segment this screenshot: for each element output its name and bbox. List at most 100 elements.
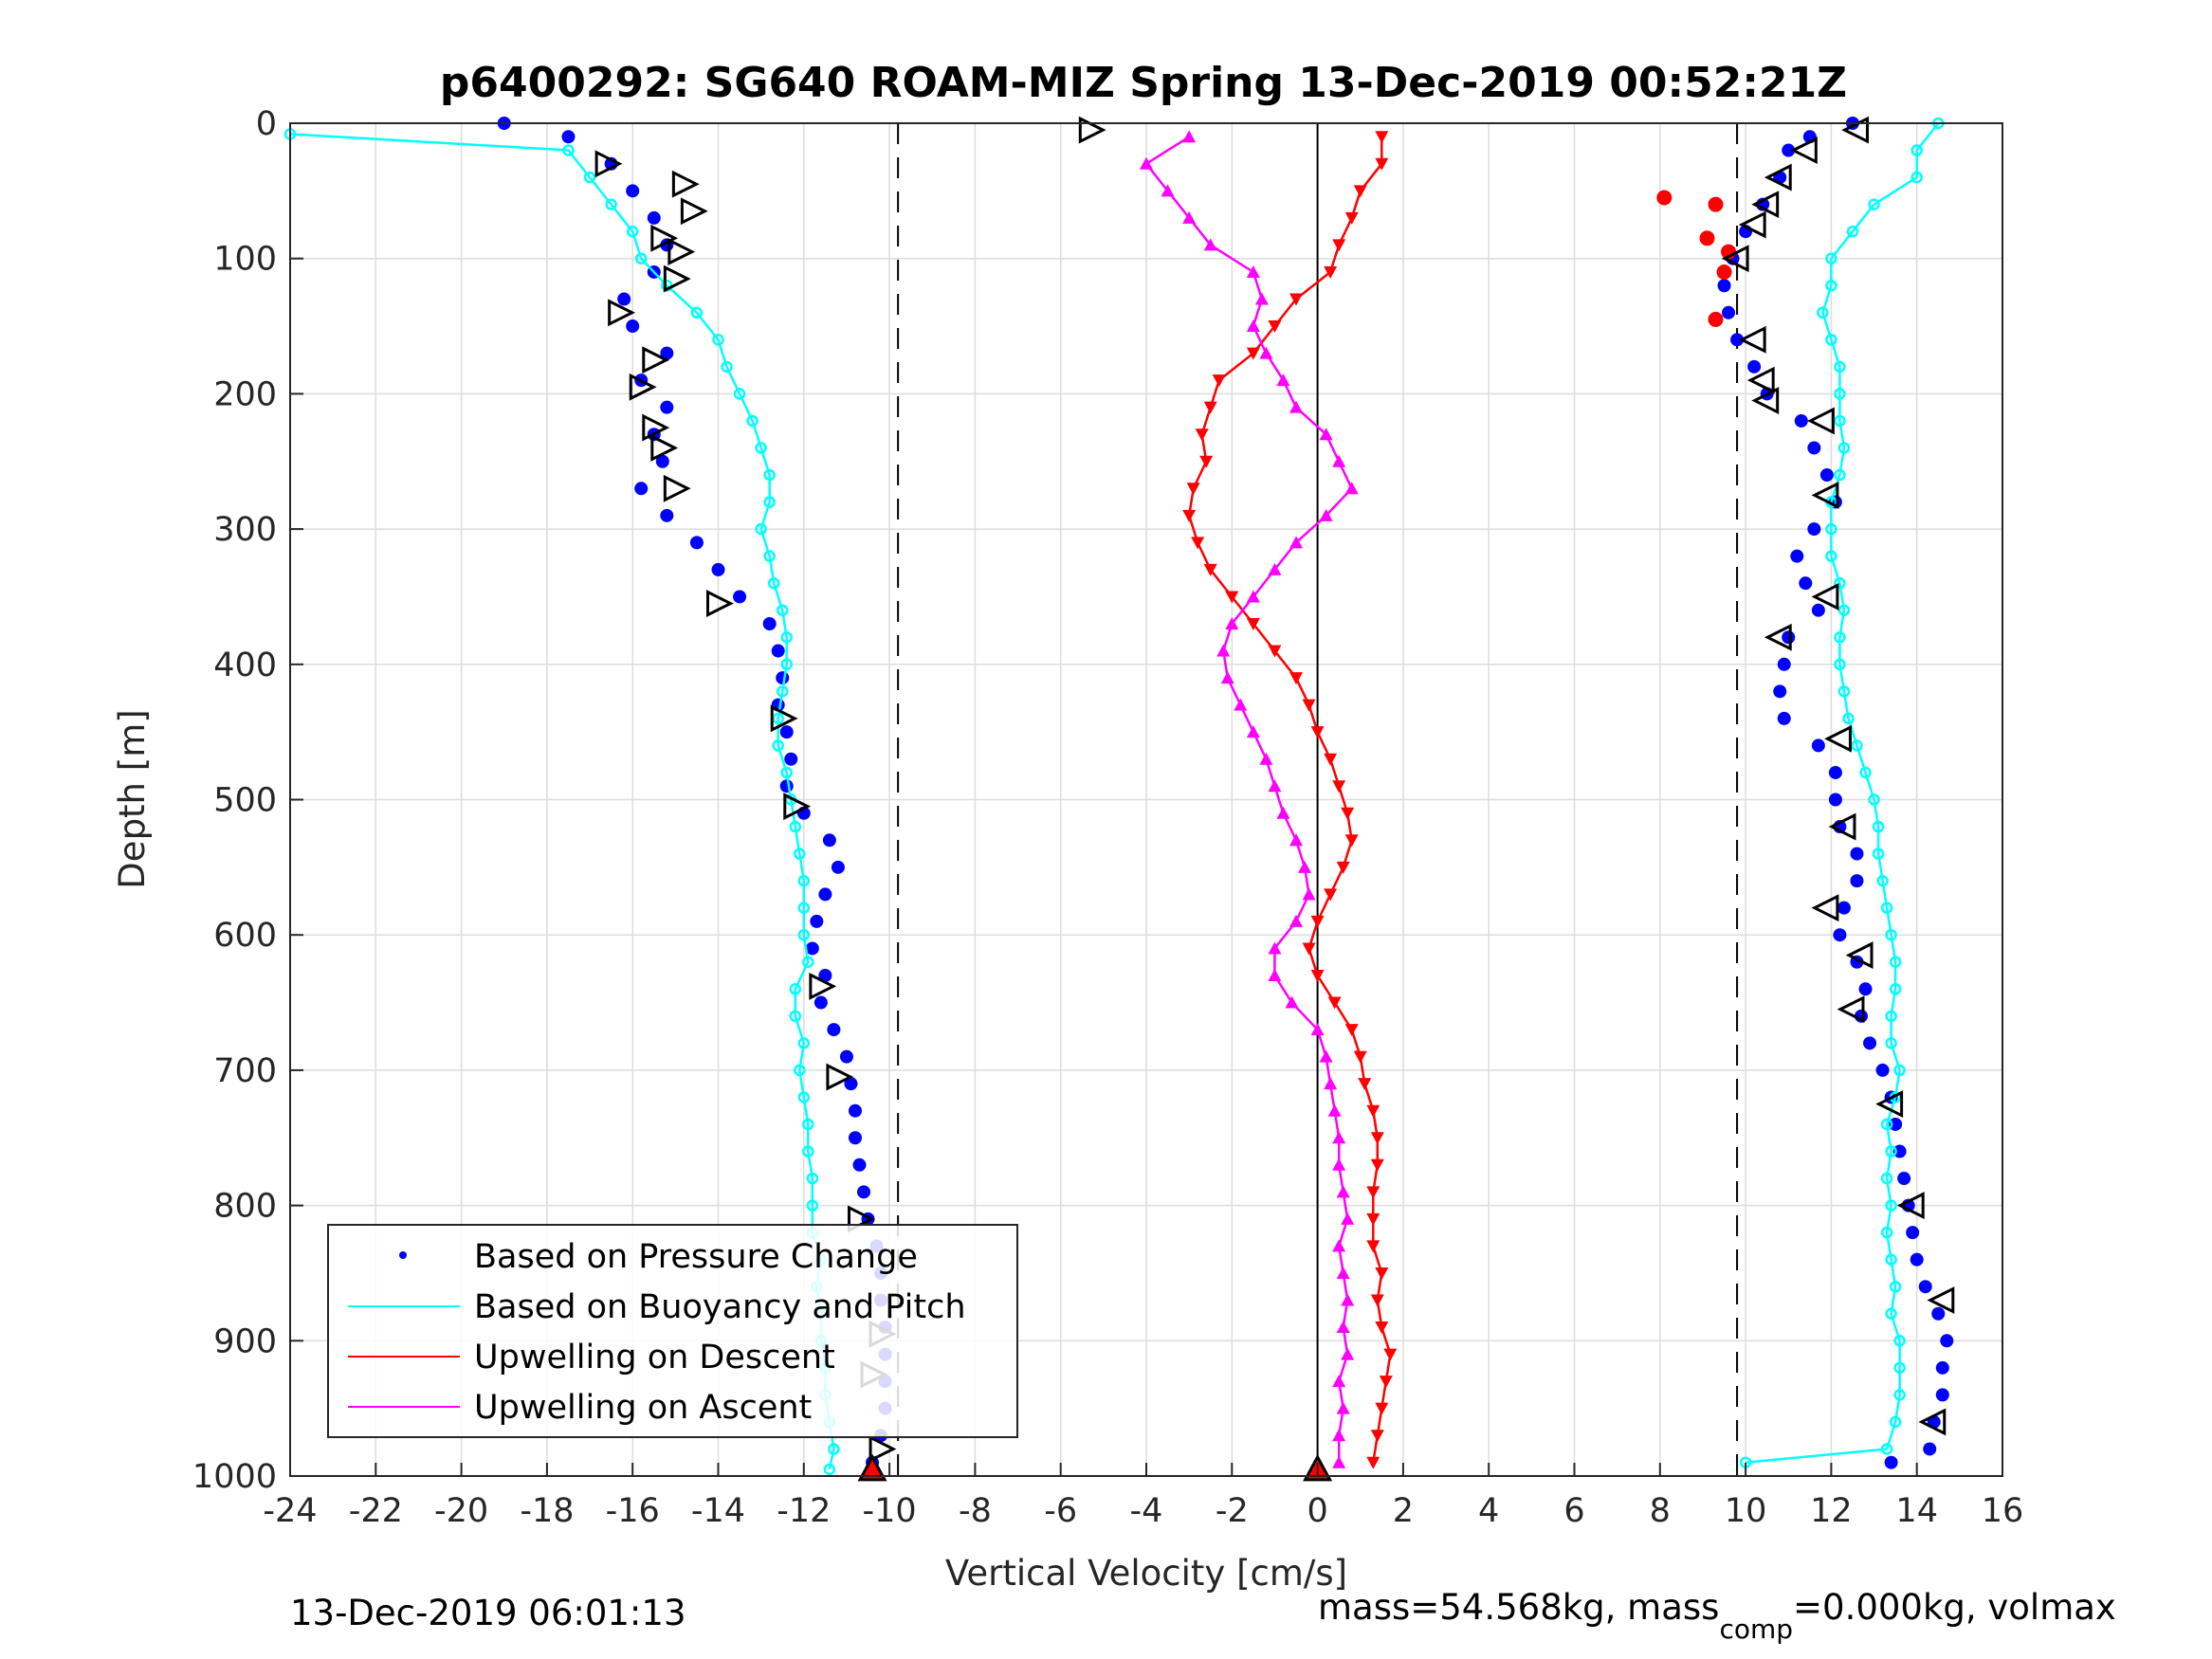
data-point — [1332, 780, 1346, 793]
data-point — [802, 1145, 814, 1158]
data-point — [1246, 725, 1260, 738]
descent-triangle — [667, 238, 696, 265]
data-point — [797, 874, 811, 887]
data-point — [852, 1158, 867, 1172]
footer-mass-rest: =0.000kg, volmax — [1793, 1587, 2116, 1628]
descent-triangle — [680, 197, 708, 226]
data-point — [660, 400, 674, 414]
data-point — [1289, 833, 1304, 847]
red-dot — [1656, 190, 1673, 206]
data-point — [1892, 1144, 1907, 1158]
data-point — [1302, 942, 1316, 956]
data-point — [779, 779, 794, 793]
data-point — [848, 1131, 862, 1145]
data-point — [561, 130, 576, 144]
data-point — [1717, 279, 1731, 293]
data-point — [1332, 454, 1346, 467]
data-point — [1825, 334, 1837, 346]
data-point — [1366, 1186, 1380, 1199]
data-point — [1366, 1240, 1380, 1253]
x-tick-label: 0 — [1307, 1492, 1327, 1530]
data-point — [1268, 941, 1282, 955]
descent-triangle — [868, 1435, 897, 1463]
data-point — [1910, 144, 1923, 156]
data-point — [1336, 861, 1350, 874]
data-point — [626, 184, 640, 198]
data-point — [1828, 765, 1842, 779]
data-point — [1872, 848, 1885, 860]
data-point — [634, 482, 649, 496]
data-point — [1276, 806, 1290, 819]
data-point — [1846, 225, 1859, 238]
data-point — [839, 1049, 853, 1064]
y-tick-label: 300 — [213, 511, 277, 549]
descent-triangle — [608, 299, 636, 327]
ascent-triangle — [1751, 191, 1780, 219]
data-point — [1186, 483, 1200, 496]
data-point — [794, 848, 806, 860]
footer-mass: mass=54.568kg, masscomp=0.000kg, volmax — [1318, 1587, 2116, 1645]
ascent-triangle — [1837, 995, 1865, 1024]
legend-entry-upwelling-ascent: Upwelling on Ascent — [474, 1389, 812, 1427]
data-point — [797, 1037, 811, 1049]
data-point — [1863, 1036, 1877, 1050]
data-point — [1897, 1172, 1911, 1186]
data-point — [1906, 1226, 1920, 1240]
data-point — [690, 306, 704, 319]
data-point — [806, 1172, 819, 1185]
legend-swatch-pressure — [399, 1251, 407, 1259]
y-tick-label: 0 — [256, 105, 277, 143]
y-axis-ticks: 0 100 200 300 400 500 600 700 800 900 1000 — [192, 105, 303, 1496]
x-tick-label: -18 — [520, 1492, 574, 1530]
ascent-triangle — [1807, 407, 1835, 435]
data-point — [1722, 305, 1736, 319]
data-point — [1195, 428, 1209, 442]
data-point — [1336, 1321, 1350, 1334]
data-point — [1893, 1361, 1906, 1375]
data-point — [1850, 874, 1864, 888]
data-point — [1834, 388, 1846, 400]
data-point — [583, 171, 596, 184]
data-point — [1885, 1010, 1897, 1023]
descent-triangle — [594, 150, 623, 178]
marker-layer — [594, 116, 1955, 1482]
data-point — [1880, 1443, 1893, 1455]
ascent-triangle — [1751, 387, 1780, 414]
data-point — [1730, 333, 1745, 347]
data-point — [1379, 1376, 1393, 1389]
data-point — [1837, 901, 1851, 915]
y-axis-label: Depth [m] — [112, 709, 153, 888]
data-point — [797, 902, 811, 914]
data-point — [1383, 1348, 1398, 1361]
data-point — [1225, 591, 1239, 604]
data-point — [1324, 265, 1338, 279]
data-point — [1310, 970, 1325, 983]
data-point — [1341, 1347, 1355, 1360]
data-point — [1370, 1158, 1384, 1172]
data-point — [1268, 645, 1282, 658]
data-point — [802, 1118, 814, 1131]
data-point — [1834, 631, 1846, 644]
data-point — [1370, 1430, 1384, 1443]
data-point — [1246, 590, 1260, 603]
data-point — [1885, 1307, 1897, 1321]
ascent-triangle — [1721, 245, 1749, 273]
turn-point-marker — [857, 1453, 887, 1482]
data-point — [1889, 956, 1902, 968]
legend-entry-pressure: Based on Pressure Change — [474, 1238, 918, 1276]
data-point — [1834, 414, 1846, 428]
data-point — [1276, 374, 1290, 387]
x-axis-ticks: -24 -22 -20 -18 -16 -14 -12 -10 -8 -6 -4 -2 0 2 4 6 8 10 1… — [263, 1463, 2023, 1530]
data-point — [1872, 820, 1885, 833]
data-point — [1203, 401, 1217, 414]
data-point — [1885, 1199, 1897, 1212]
data-point — [1799, 576, 1813, 591]
data-point — [1220, 671, 1234, 684]
data-point — [1842, 712, 1855, 725]
data-point — [1885, 1037, 1897, 1049]
data-point — [1246, 617, 1260, 630]
descent-triangle — [629, 373, 657, 401]
data-point — [1140, 156, 1153, 170]
data-point — [806, 1199, 819, 1212]
